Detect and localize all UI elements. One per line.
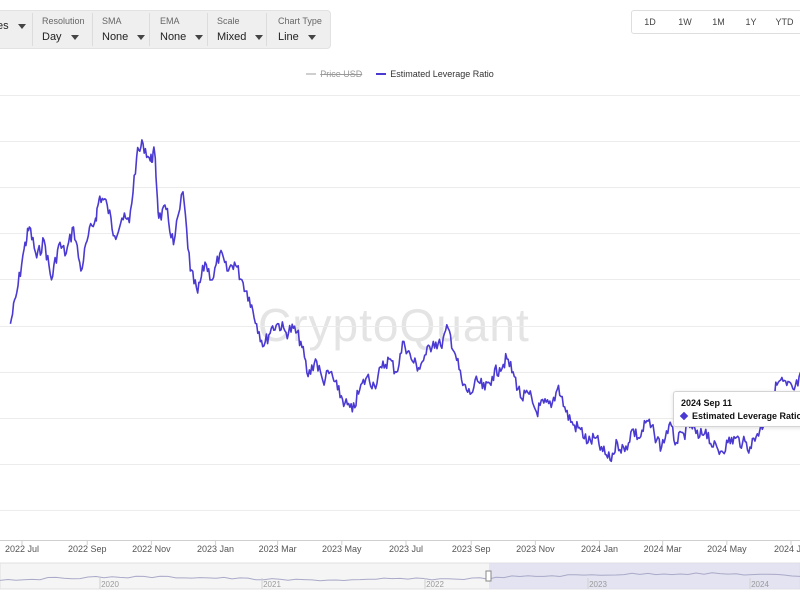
diamond-icon (679, 411, 689, 421)
x-axis-label: 2023 Nov (516, 544, 555, 554)
x-axis-label: 2022 Sep (68, 544, 107, 554)
toolbar-item-first[interactable]: es (0, 16, 26, 46)
range-button-1d[interactable]: 1D (644, 17, 656, 27)
toolbar-item-value: Line (278, 29, 322, 45)
x-axis-label: 2024 Jul (774, 544, 800, 554)
x-axis-ticks (21, 540, 792, 545)
navigator-label: 2023 (589, 580, 607, 589)
x-axis-labels: 2022 Jul 2022 Sep 2022 Nov 2023 Jan 2023 Mar… (5, 544, 800, 554)
navigator-label: 2020 (101, 580, 119, 589)
watermark-logo: CryptoQuant (258, 299, 530, 351)
toolbar-item-label: SMA (102, 16, 122, 26)
chevron-down-icon (195, 34, 204, 40)
toolbar-item-label: Resolution (42, 16, 85, 26)
chart-settings-toolbar: es Resolution Day SMA None EMA None Scal… (0, 10, 331, 49)
chart-legend: Price USD Estimated Leverage Ratio (0, 69, 800, 79)
chevron-down-icon (137, 34, 146, 40)
toolbar-divider (266, 13, 267, 46)
navigator-label: 2021 (263, 580, 281, 589)
x-axis-label: 2022 Nov (132, 544, 171, 554)
legend-item-price[interactable]: Price USD (306, 69, 362, 79)
range-button-1y[interactable]: 1Y (745, 17, 757, 27)
toolbar-item-value: Mixed (217, 29, 264, 45)
toolbar-item-value: None (102, 29, 146, 45)
x-axis-label: 2024 Jan (581, 544, 618, 554)
range-button-1m[interactable]: 1M (712, 17, 725, 27)
chevron-down-icon (255, 34, 264, 40)
x-axis-label: 2023 Jan (197, 544, 234, 554)
toolbar-item-value: es (0, 18, 26, 34)
range-button-1w[interactable]: 1W (678, 17, 692, 27)
toolbar-divider (92, 13, 93, 46)
toolbar-item-value: Day (42, 29, 85, 45)
series-line-estimated-leverage-ratio (9, 139, 800, 463)
navigator-labels: 2020 2021 2022 2023 2024 (99, 578, 769, 589)
navigator-series-line (0, 572, 800, 582)
x-axis-label: 2024 May (707, 544, 747, 554)
tooltip-date: 2024 Sep 11 (681, 398, 733, 408)
time-range-selector: 1D 1W 1M 1Y YTD (631, 10, 800, 34)
tooltip-series-row: Estimated Leverage Ratio 0 (679, 411, 800, 421)
toolbar-item-value: None (160, 29, 204, 45)
legend-swatch (306, 73, 317, 75)
tooltip-series-name: Estimated Leverage Ratio (692, 411, 800, 421)
chevron-down-icon (70, 34, 79, 40)
legend-label-elr: Estimated Leverage Ratio (390, 69, 494, 79)
navigator-label: 2024 (751, 580, 769, 589)
toolbar-divider (207, 13, 208, 46)
toolbar-item-label: Chart Type (278, 16, 322, 26)
toolbar-divider (149, 13, 150, 46)
x-axis-label: 2023 Mar (259, 544, 297, 554)
legend-item-elr[interactable]: Estimated Leverage Ratio (376, 69, 494, 79)
range-button-ytd[interactable]: YTD (775, 17, 794, 27)
chart-tooltip: 2024 Sep 11 Estimated Leverage Ratio 0 (673, 391, 800, 427)
navigator-label: 2022 (426, 580, 444, 589)
grid-lines (0, 95, 800, 511)
toolbar-item-ema[interactable]: EMA None (160, 16, 204, 46)
legend-swatch (376, 73, 387, 75)
x-axis-label: 2023 Sep (452, 544, 491, 554)
x-axis-label: 2024 Mar (644, 544, 682, 554)
toolbar-divider (32, 13, 33, 46)
toolbar-item-label: Scale (217, 16, 240, 26)
toolbar-item-sma[interactable]: SMA None (102, 16, 146, 46)
chevron-down-icon (307, 34, 316, 40)
toolbar-item-resolution[interactable]: Resolution Day (42, 16, 85, 46)
toolbar-item-chart-type[interactable]: Chart Type Line (278, 16, 322, 46)
toolbar-item-scale[interactable]: Scale Mixed (217, 16, 264, 46)
chevron-down-icon (17, 23, 26, 29)
legend-label-price: Price USD (320, 69, 363, 79)
navigator-handle (485, 570, 492, 582)
x-axis-label: 2023 May (322, 544, 362, 554)
x-axis-label: 2022 Jul (5, 544, 39, 554)
x-axis-label: 2023 Jul (389, 544, 423, 554)
toolbar-item-label: EMA (160, 16, 180, 26)
